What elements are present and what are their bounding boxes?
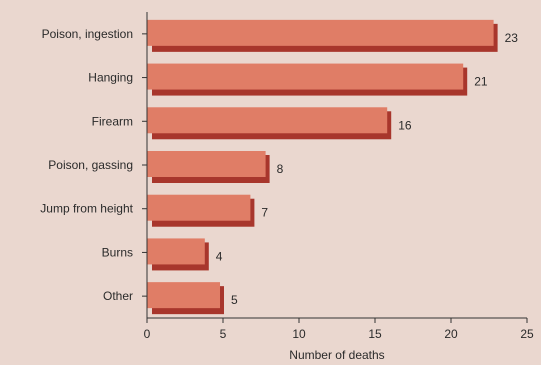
category-label: Other (103, 289, 133, 303)
value-label: 5 (231, 293, 238, 307)
x-ticks: 0 5 10 15 20 25 (144, 318, 534, 341)
category-label: Firearm (92, 114, 133, 128)
category-label: Jump from height (40, 202, 133, 216)
bar (147, 63, 464, 90)
category-label: Hanging (88, 71, 133, 85)
x-tick-label: 0 (144, 327, 151, 341)
x-axis-title: Number of deaths (289, 348, 384, 362)
bars-layer (147, 19, 498, 315)
category-label: Poison, gassing (48, 158, 133, 172)
x-tick-label: 5 (220, 327, 227, 341)
category-label: Poison, ingestion (42, 27, 133, 41)
x-tick-label: 15 (368, 327, 382, 341)
x-tick-label: 25 (520, 327, 534, 341)
value-label: 21 (474, 75, 488, 89)
bar (147, 151, 266, 177)
bar (147, 194, 251, 221)
bar (147, 19, 494, 46)
value-label: 7 (261, 206, 268, 220)
x-tick-label: 20 (444, 327, 458, 341)
category-labels: Poison, ingestion 23 Hanging 21 Firearm 16 Poi… (40, 27, 518, 307)
bar (147, 107, 388, 134)
value-label: 4 (216, 249, 223, 263)
bar (147, 282, 220, 309)
value-label: 8 (277, 162, 284, 176)
category-label: Burns (102, 245, 133, 259)
value-label: 23 (505, 31, 519, 45)
x-tick-label: 10 (292, 327, 306, 341)
bar (147, 238, 205, 265)
value-label: 16 (398, 118, 412, 132)
